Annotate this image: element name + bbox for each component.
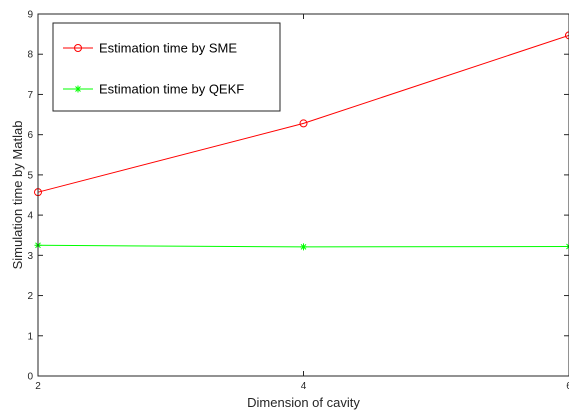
data-point-sme: [565, 31, 569, 40]
legend-label-sme: Estimation time by SME: [99, 41, 237, 56]
y-axis-label: Simulation time by Matlab: [10, 121, 25, 270]
y-tick-label: 2: [27, 291, 33, 302]
legend-box: [52, 22, 281, 112]
legend-entry-sme: Estimation time by SME: [63, 41, 237, 56]
x-tick-label: 6: [566, 381, 569, 392]
y-tick-label: 4: [27, 211, 33, 222]
legend-marker-qekf: [74, 85, 82, 93]
series-line-sme: [37, 34, 569, 193]
data-point-qekf: [565, 242, 569, 250]
y-tick-label: 9: [27, 10, 33, 21]
data-point-qekf: [300, 243, 307, 251]
x-tick-label: 2: [35, 381, 41, 392]
y-tick-label: 6: [27, 130, 33, 141]
y-tick-label: 8: [27, 50, 33, 61]
data-point-sme: [299, 119, 308, 128]
legend: Estimation time by SME Estimation time b…: [52, 22, 281, 112]
legend-entry-qekf: Estimation time by QEKF: [63, 82, 244, 97]
axis-ticks: 0 1 2 3 4 5 6 7 8 9 2 4 6: [27, 10, 569, 392]
y-tick-label: 1: [27, 331, 33, 342]
legend-marker-sme: [74, 44, 82, 52]
y-tick-label: 3: [27, 251, 33, 262]
x-axis-label: Dimension of cavity: [247, 395, 360, 410]
legend-label-qekf: Estimation time by QEKF: [99, 82, 244, 97]
y-tick-label: 7: [27, 90, 33, 101]
plot-frame: [37, 13, 569, 377]
y-tick-label: 5: [27, 170, 33, 181]
x-tick-label: 4: [301, 381, 307, 392]
y-tick-label: 0: [27, 372, 33, 383]
